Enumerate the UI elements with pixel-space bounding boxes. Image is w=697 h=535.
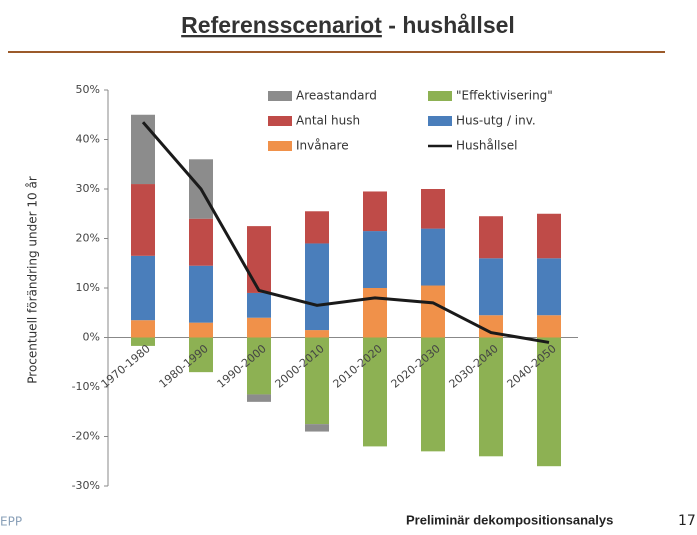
legend-label: "Effektivisering" — [456, 89, 553, 103]
bar-segment — [537, 337, 561, 467]
bar-segment — [479, 315, 503, 338]
bar-segment — [131, 320, 155, 338]
bar-segment — [479, 258, 503, 316]
y-tick-label: 50% — [76, 83, 100, 96]
legend-swatch — [268, 116, 292, 126]
slide-title: Referensscenariot - hushållsel — [181, 12, 515, 38]
x-tick-label: 1970-1980 — [99, 342, 153, 391]
legend-swatch — [268, 91, 292, 101]
footer-text: Preliminär dekompositionsanalys — [406, 512, 613, 527]
legend-swatch — [268, 141, 292, 151]
bar-segment — [189, 265, 213, 323]
legend-label: Antal hush — [296, 114, 360, 128]
legend-label: Invånare — [296, 139, 349, 153]
bar-segment — [189, 218, 213, 266]
y-tick-label: 40% — [76, 133, 100, 146]
bar-segment — [421, 285, 445, 338]
legend-swatch — [428, 116, 452, 126]
bar-segment — [247, 337, 271, 395]
legend-label: Hushållsel — [456, 139, 517, 153]
y-tick-label: -20% — [72, 430, 100, 443]
bar-segment — [131, 114, 155, 185]
bar-segment — [363, 191, 387, 232]
y-tick-label: -10% — [72, 380, 100, 393]
bar-segment — [131, 184, 155, 256]
legend-swatch — [428, 91, 452, 101]
bar-segment — [305, 330, 329, 338]
y-tick-label: 10% — [76, 281, 100, 294]
bar-segment — [537, 213, 561, 259]
bar-segment — [305, 211, 329, 244]
bar-segment — [247, 226, 271, 293]
bar-segment — [537, 258, 561, 316]
bar-segment — [247, 394, 271, 402]
bar-segment — [247, 292, 271, 318]
bar-segment — [479, 216, 503, 259]
title-rest: - hushållsel — [382, 12, 515, 38]
legend-label: Areastandard — [296, 89, 377, 103]
bar-segment — [131, 337, 155, 346]
title-main: Referensscenariot — [181, 12, 382, 38]
bar-segment — [305, 337, 329, 425]
bar-segment — [479, 337, 503, 457]
footer-logo: EPP — [0, 515, 22, 529]
line-series — [141, 121, 550, 344]
bar-segment — [363, 288, 387, 338]
bar-segment — [131, 255, 155, 321]
y-tick-label: 30% — [76, 182, 100, 195]
bar-segment — [421, 228, 445, 286]
bar-segment — [247, 317, 271, 338]
bar-segment — [421, 189, 445, 229]
bar-segment — [189, 337, 213, 373]
y-axis-label: Procentuell förändring under 10 år — [26, 176, 40, 384]
page-number: 17 — [678, 513, 696, 529]
bar-segment — [189, 322, 213, 338]
bar-segment — [537, 315, 561, 338]
y-tick-label: -30% — [72, 479, 100, 492]
legend-label: Hus-utg / inv. — [456, 114, 536, 128]
bar-segment — [363, 231, 387, 288]
y-tick-label: 20% — [76, 232, 100, 245]
bar-segment — [363, 337, 387, 447]
bar-segment — [305, 243, 329, 331]
bar-segment — [305, 424, 329, 432]
y-tick-label: 0% — [83, 331, 100, 344]
bar-segment — [421, 337, 445, 452]
